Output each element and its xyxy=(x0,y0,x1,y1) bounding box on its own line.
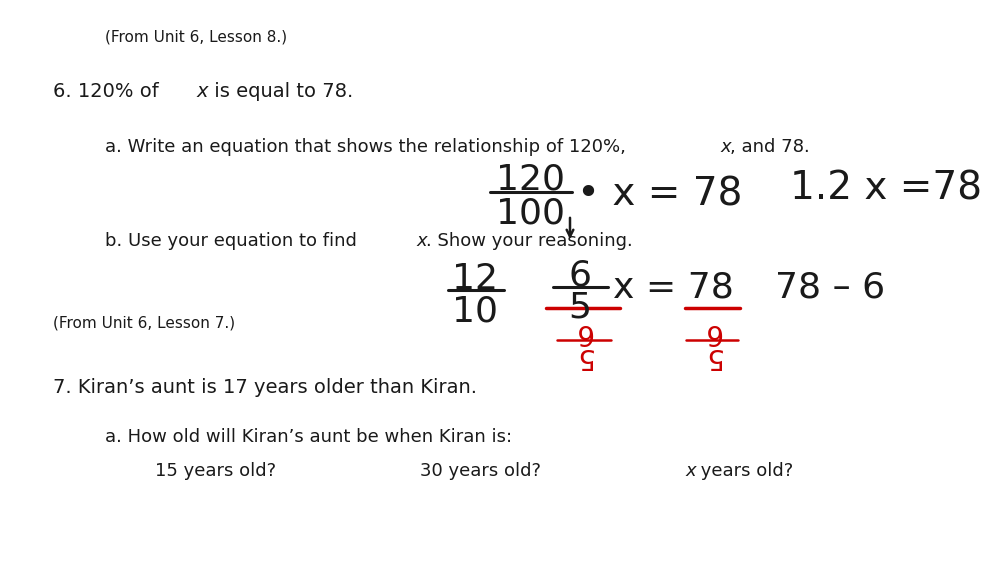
Text: 5: 5 xyxy=(568,291,592,325)
Text: x: x xyxy=(196,82,208,101)
Text: 10: 10 xyxy=(452,294,498,328)
Text: a. Write an equation that shows the relationship of 120%,: a. Write an equation that shows the rela… xyxy=(105,138,632,156)
Text: 15 years old?: 15 years old? xyxy=(155,462,276,480)
Text: a. How old will Kiran’s aunt be when Kiran is:: a. How old will Kiran’s aunt be when Kir… xyxy=(105,428,512,446)
Text: 5: 5 xyxy=(703,342,721,370)
Text: 120: 120 xyxy=(496,163,564,197)
Text: x: x xyxy=(416,232,427,250)
Text: . Show your reasoning.: . Show your reasoning. xyxy=(426,232,633,250)
Text: (From Unit 6, Lesson 7.): (From Unit 6, Lesson 7.) xyxy=(53,315,235,330)
Text: 100: 100 xyxy=(496,196,564,230)
Text: 5: 5 xyxy=(574,342,592,370)
Text: 6: 6 xyxy=(703,318,721,346)
Text: 30 years old?: 30 years old? xyxy=(420,462,541,480)
Text: 7. Kiran’s aunt is 17 years older than Kiran.: 7. Kiran’s aunt is 17 years older than K… xyxy=(53,378,477,397)
Text: 78 – 6: 78 – 6 xyxy=(775,271,885,305)
Text: x = 78: x = 78 xyxy=(613,271,734,305)
Text: 6: 6 xyxy=(574,318,592,346)
Text: 1.2 x =78: 1.2 x =78 xyxy=(790,170,982,208)
Text: (From Unit 6, Lesson 8.): (From Unit 6, Lesson 8.) xyxy=(105,30,287,45)
Text: x: x xyxy=(720,138,731,156)
Text: 12: 12 xyxy=(452,262,498,296)
Text: , and 78.: , and 78. xyxy=(730,138,810,156)
Text: years old?: years old? xyxy=(695,462,793,480)
Text: x: x xyxy=(685,462,696,480)
Text: 6: 6 xyxy=(568,258,592,292)
Text: 6. 120% of: 6. 120% of xyxy=(53,82,165,101)
Text: • x = 78: • x = 78 xyxy=(577,175,742,213)
Text: is equal to 78.: is equal to 78. xyxy=(208,82,353,101)
Text: b. Use your equation to find: b. Use your equation to find xyxy=(105,232,363,250)
